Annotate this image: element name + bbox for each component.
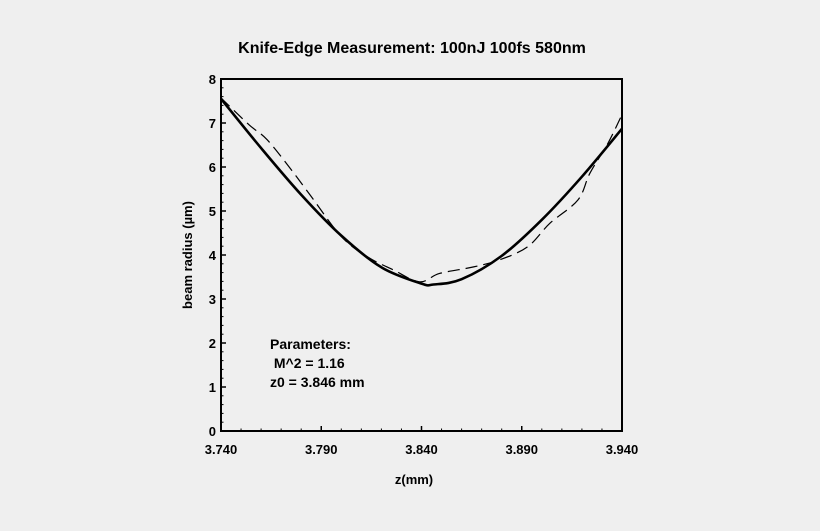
y-axis-label: beam radius (µm) [180,201,195,309]
x-tick-label: 3.890 [505,442,538,457]
y-tick-label: 1 [209,380,216,395]
y-tick-label: 2 [209,336,216,351]
measured-data-line [220,97,623,283]
y-tick-label: 4 [209,248,217,263]
m2-parameter: M^2 = 1.16 [270,355,345,371]
series-lines [219,97,623,287]
y-tick-label: 0 [209,424,216,439]
y-tick-label: 5 [209,204,216,219]
axis-ticks: 0 1 2 3 4 5 6 7 8 3.740 3.790 3.840 3.890 3.940 [205,72,639,457]
x-tick-label: 3.940 [606,442,639,457]
parameters-label: Parameters: [270,336,351,352]
chart-title: Knife-Edge Measurement: 100nJ 100fs 580n… [238,40,586,57]
y-tick-label: 8 [209,72,216,87]
x-tick-label: 3.790 [305,442,338,457]
x-axis-label: z(mm) [395,472,433,487]
z0-parameter: z0 = 3.846 mm [270,374,365,390]
x-tick-label: 3.840 [405,442,438,457]
y-tick-label: 7 [209,116,216,131]
y-tick-label: 6 [209,160,216,175]
fit-curve-line [219,97,623,287]
x-tick-label: 3.740 [205,442,238,457]
y-tick-label: 3 [209,292,216,307]
